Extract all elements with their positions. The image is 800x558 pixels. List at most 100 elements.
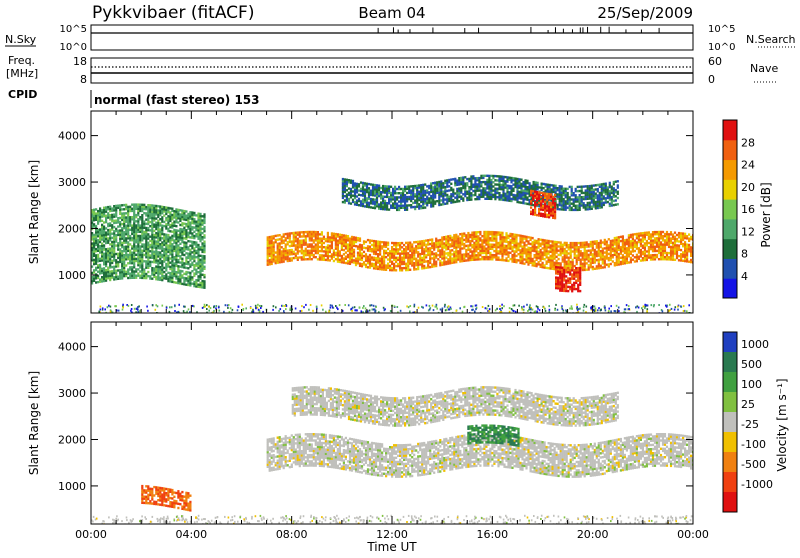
heat-cell (550, 257, 552, 259)
heat-cell (337, 252, 339, 254)
heat-cell (281, 255, 283, 257)
heat-cell (662, 231, 664, 233)
heat-cell (587, 193, 589, 195)
heat-cell (362, 190, 364, 192)
heat-cell (167, 221, 169, 223)
heat-cell (634, 244, 636, 246)
heat-cell (159, 218, 161, 220)
heat-cell (654, 254, 656, 256)
heat-cell (121, 258, 123, 260)
heat-cell (424, 192, 426, 194)
heat-cell (487, 235, 489, 237)
heat-cell (400, 192, 402, 194)
heat-cell (504, 184, 506, 186)
heat-cell (572, 244, 574, 246)
heat-cell (163, 271, 165, 273)
heat-cell (566, 250, 568, 252)
heat-cell (354, 191, 356, 193)
heat-cell (640, 255, 642, 257)
heat-cell (377, 268, 379, 270)
heat-cell (407, 254, 409, 256)
heat-cell (563, 208, 565, 210)
heat-cell (609, 182, 611, 184)
heat-cell (672, 246, 674, 248)
heat-cell (557, 195, 559, 197)
heat-cell (181, 262, 183, 264)
heat-cell (496, 179, 498, 181)
heat-cell (402, 207, 404, 209)
heat-cell (576, 248, 578, 250)
heat-cell (674, 250, 676, 252)
heat-cell (101, 276, 103, 278)
heat-cell (428, 193, 430, 195)
heat-cell (676, 244, 678, 246)
heat-cell (501, 238, 503, 240)
heat-cell (358, 185, 360, 187)
heat-cell (485, 241, 487, 243)
heat-cell (575, 209, 577, 211)
heat-cell (503, 259, 505, 261)
heat-cell (586, 256, 588, 258)
heat-cell (538, 257, 540, 259)
heat-cell (119, 248, 121, 250)
heat-cell (433, 255, 435, 257)
heat-cell (115, 253, 117, 255)
heat-cell (349, 263, 351, 265)
heat-cell (449, 258, 451, 260)
heat-cell (660, 256, 662, 258)
heat-cell (485, 254, 487, 256)
heat-cell (457, 254, 459, 256)
heat-cell (656, 241, 658, 243)
heat-cell (267, 249, 269, 251)
heat-cell (151, 213, 153, 215)
heat-cell (475, 256, 477, 258)
heat-cell (510, 185, 512, 187)
heat-cell (351, 255, 353, 257)
heat-cell (393, 259, 395, 261)
heat-cell (177, 269, 179, 271)
heat-cell (588, 260, 590, 262)
heat-cell (439, 245, 441, 247)
heat-cell (347, 254, 349, 256)
heat-cell (571, 190, 573, 192)
heat-cell (599, 186, 601, 188)
heat-cell (411, 250, 413, 252)
heat-cell (434, 200, 436, 202)
heat-cell (511, 246, 513, 248)
heat-cell (147, 210, 149, 212)
heat-cell (482, 175, 484, 177)
heat-cell (167, 278, 169, 280)
heat-cell (642, 257, 644, 259)
heat-cell (307, 254, 309, 256)
heat-cell (93, 248, 95, 250)
heat-cell (349, 258, 351, 260)
heat-cell (584, 265, 586, 267)
heat-cell (323, 242, 325, 244)
heat-cell (508, 185, 510, 187)
heat-cell (141, 229, 143, 231)
heat-cell (111, 207, 113, 209)
heat-cell (409, 269, 411, 271)
heat-cell (512, 194, 514, 196)
heat-cell (109, 262, 111, 264)
heat-cell (387, 252, 389, 254)
heat-cell (507, 247, 509, 249)
heat-cell (165, 248, 167, 250)
heat-cell (99, 237, 101, 239)
heat-cell (309, 231, 311, 233)
heat-cell (440, 203, 442, 205)
heat-cell (379, 243, 381, 245)
heat-cell (554, 243, 556, 245)
heat-cell (99, 212, 101, 214)
heat-cell (97, 229, 99, 231)
heat-cell (537, 182, 539, 184)
heat-cell (105, 242, 107, 244)
heat-cell (563, 188, 565, 190)
heat-cell (622, 235, 624, 237)
heat-cell (151, 204, 153, 206)
heat-cell (676, 248, 678, 250)
heat-cell (583, 185, 585, 187)
nsky-panel (91, 25, 693, 50)
heat-cell (315, 246, 317, 248)
heat-cell (604, 264, 606, 266)
